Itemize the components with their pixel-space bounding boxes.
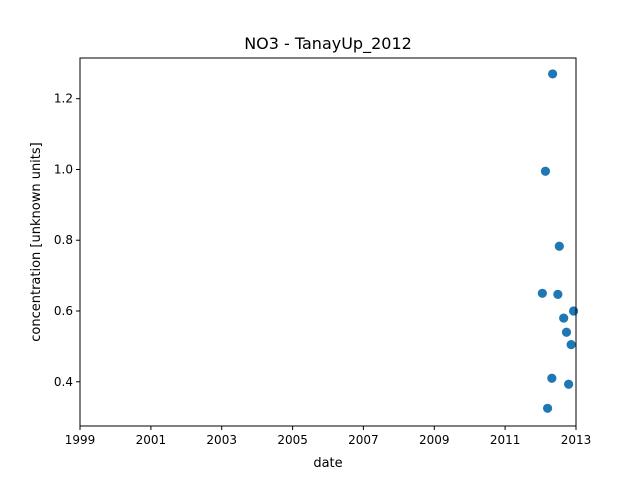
x-tick-label: 2003 (206, 433, 237, 447)
x-tick-label: 1999 (65, 433, 96, 447)
x-tick-label: 2007 (348, 433, 379, 447)
data-point (548, 69, 558, 79)
x-tick-label: 2009 (419, 433, 450, 447)
data-point (568, 306, 579, 316)
data-point (564, 379, 574, 389)
x-axis-label: date (313, 456, 342, 471)
data-point (554, 241, 564, 251)
y-tick-label: 0.8 (54, 233, 73, 247)
data-point (566, 340, 576, 350)
data-point (559, 313, 569, 323)
y-tick-label: 1.0 (54, 162, 73, 176)
plot-area-frame (79, 57, 577, 427)
chart-title: NO3 - TanayUp_2012 (244, 34, 412, 54)
y-tick-label: 0.6 (54, 304, 73, 318)
x-tick-label: 2005 (277, 433, 308, 447)
x-tick-label: 2011 (490, 433, 521, 447)
data-point (540, 166, 551, 176)
data-point (561, 327, 572, 337)
data-point (553, 289, 563, 299)
data-point (547, 373, 557, 383)
y-axis-label: concentration [unknown units] (29, 142, 44, 341)
y-tick-label: 1.2 (54, 92, 73, 106)
y-tick-label: 0.4 (54, 375, 73, 389)
data-point (542, 403, 553, 413)
x-axis-ticks: 1999 2001 2003 2005 2007 2009 2011 2013 (65, 426, 592, 447)
x-tick-label: 2001 (136, 433, 167, 447)
x-tick-label: 2013 (561, 433, 592, 447)
data-point (537, 288, 547, 298)
y-axis-ticks: 0.4 0.6 0.8 1.0 1.2 (54, 92, 80, 389)
